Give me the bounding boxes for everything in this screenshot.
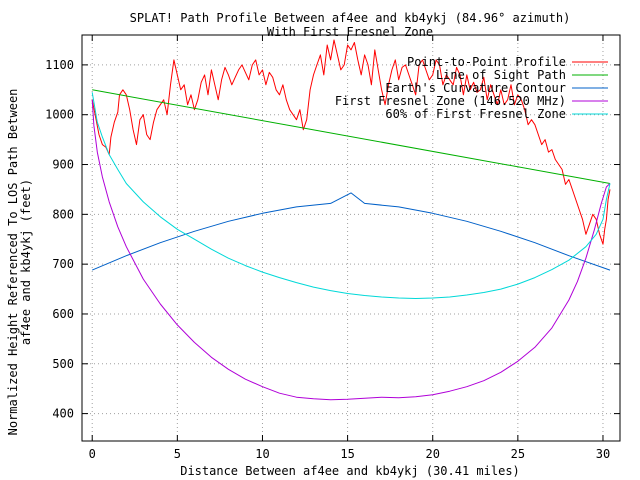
legend-label: Earth's Curvature Contour <box>385 81 566 95</box>
series-lines <box>91 39 611 401</box>
y-tick-label: 700 <box>52 257 74 271</box>
series-line-5 <box>91 92 611 299</box>
legend-label: Line of Sight Path <box>436 68 566 82</box>
x-tick-label: 30 <box>596 447 610 461</box>
series-line-2 <box>92 89 611 184</box>
plot-border <box>81 34 621 442</box>
series-line-4 <box>91 99 611 401</box>
y-tick-label: 1000 <box>45 108 74 122</box>
x-tick-label: 5 <box>174 447 181 461</box>
legend-label: 60% of First Fresnel Zone <box>385 107 566 121</box>
legend-label: Point-to-Point Profile <box>407 55 566 69</box>
y-tick-label: 500 <box>52 357 74 371</box>
series-line-3 <box>92 192 611 271</box>
y-axis-label-line-1: Normalized Height Referenced To LOS Path… <box>6 89 20 436</box>
grid-lines <box>82 35 620 441</box>
x-tick-label: 15 <box>340 447 354 461</box>
y-tick-label: 400 <box>52 407 74 421</box>
chart-title: SPLAT! Path Profile Between af4ee and kb… <box>130 11 571 25</box>
legend-label: First Fresnel Zone (146.520 MHz) <box>335 94 566 108</box>
y-axis-label-line-2: af4ee and kb4ykj (feet) <box>19 179 33 345</box>
y-tick-label: 600 <box>52 307 74 321</box>
chart-subtitle: With First Fresnel Zone <box>267 25 433 39</box>
x-tick-label: 10 <box>255 447 269 461</box>
y-tick-label: 800 <box>52 207 74 221</box>
x-axis-label: Distance Between af4ee and kb4ykj (30.41… <box>180 464 520 478</box>
y-tick-label: 1100 <box>45 58 74 72</box>
x-tick-label: 25 <box>511 447 525 461</box>
x-tick-label: 20 <box>425 447 439 461</box>
x-tick-label: 0 <box>89 447 96 461</box>
y-tick-label: 900 <box>52 158 74 172</box>
series-line-1 <box>91 39 611 245</box>
axis-ticks: 0 5 10 15 20 25 30 400 500 600 700 800 900 1000 1100 <box>45 35 620 461</box>
